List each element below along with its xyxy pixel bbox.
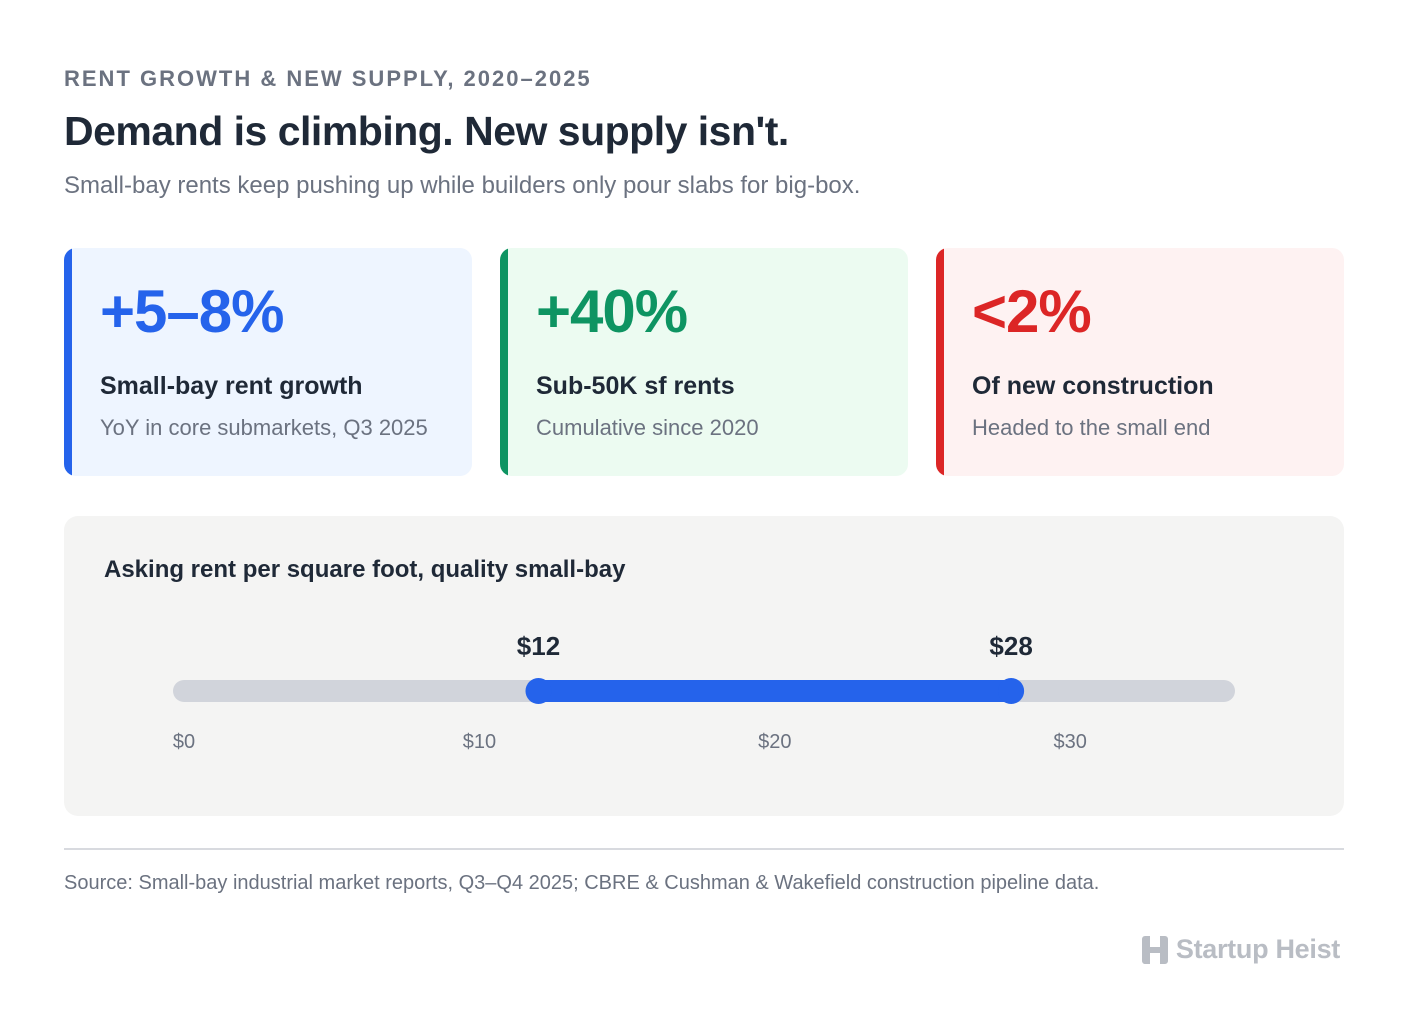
brand-logo: Startup Heist xyxy=(1141,934,1340,965)
stat-card-sub50k-rents: +40% Sub-50K sf rents Cumulative since 2… xyxy=(500,248,908,476)
card-accent-bar xyxy=(64,248,72,476)
building-icon xyxy=(1141,935,1168,964)
page-subtitle: Small-bay rents keep pushing up while bu… xyxy=(64,172,861,199)
card-stat: +40% xyxy=(536,278,688,345)
axis-tick-label: $10 xyxy=(463,731,496,753)
card-description: YoY in core submarkets, Q3 2025 xyxy=(100,415,428,440)
axis-tick-label: $20 xyxy=(758,731,791,753)
range-high-handle xyxy=(998,678,1025,704)
stat-card-rent-growth: +5–8% Small-bay rent growth YoY in core … xyxy=(64,248,472,476)
card-description: Headed to the small end xyxy=(972,415,1211,440)
page-title: Demand is climbing. New supply isn't. xyxy=(64,108,789,154)
axis-tick-label: $30 xyxy=(1054,731,1087,753)
stat-card-new-construction: <2% Of new construction Headed to the sm… xyxy=(936,248,1344,476)
card-stat: +5–8% xyxy=(100,278,285,345)
divider xyxy=(64,848,1344,850)
card-accent-bar xyxy=(936,248,944,476)
card-description: Cumulative since 2020 xyxy=(536,415,759,440)
eyebrow: RENT GROWTH & NEW SUPPLY, 2020–2025 xyxy=(64,66,592,91)
axis-tick-label: $0 xyxy=(173,731,195,753)
range-low-handle xyxy=(525,678,552,704)
source-note: Source: Small-bay industrial market repo… xyxy=(64,872,1100,894)
card-stat: <2% xyxy=(972,278,1092,345)
card-label: Sub-50K sf rents xyxy=(536,372,735,400)
brand-name: Startup Heist xyxy=(1175,934,1340,964)
card-accent-bar xyxy=(500,248,508,476)
card-label: Small-bay rent growth xyxy=(100,372,363,400)
card-label: Of new construction xyxy=(972,372,1214,400)
rent-range-chart: $12 $28 $0 $10 $20 $30 xyxy=(173,631,1235,753)
range-low-label: $12 xyxy=(517,631,560,661)
rent-range-panel: Asking rent per square foot, quality sma… xyxy=(64,516,1344,816)
chart-title: Asking rent per square foot, quality sma… xyxy=(104,556,626,583)
range-high-label: $28 xyxy=(989,631,1032,661)
